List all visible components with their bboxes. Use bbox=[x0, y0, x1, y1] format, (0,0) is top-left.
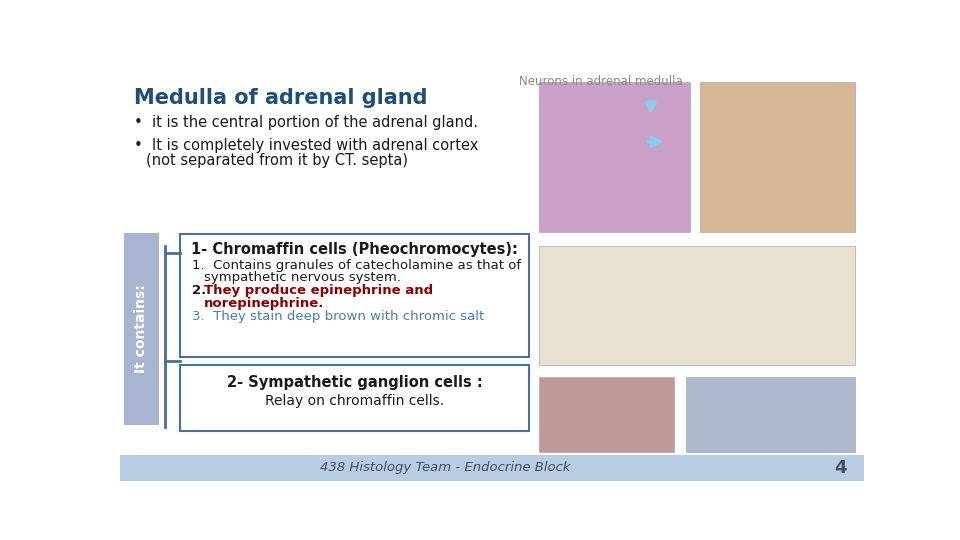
Text: 1.  Contains granules of catecholamine as that of: 1. Contains granules of catecholamine as… bbox=[192, 259, 521, 272]
FancyBboxPatch shape bbox=[180, 234, 529, 357]
FancyBboxPatch shape bbox=[685, 377, 854, 452]
FancyBboxPatch shape bbox=[539, 82, 689, 232]
Text: 1- Chromaffin cells (Pheochromocytes):: 1- Chromaffin cells (Pheochromocytes): bbox=[191, 242, 518, 257]
FancyBboxPatch shape bbox=[120, 455, 864, 481]
FancyBboxPatch shape bbox=[124, 233, 158, 425]
Text: They produce epinephrine and: They produce epinephrine and bbox=[204, 284, 433, 297]
Text: It contains:: It contains: bbox=[134, 285, 148, 373]
Text: Neurons in adrenal medulla: Neurons in adrenal medulla bbox=[518, 75, 683, 88]
Text: sympathetic nervous system.: sympathetic nervous system. bbox=[204, 271, 400, 284]
Text: Medulla of adrenal gland: Medulla of adrenal gland bbox=[134, 88, 427, 108]
Text: 4: 4 bbox=[834, 458, 847, 476]
Text: norepinephrine.: norepinephrine. bbox=[204, 296, 324, 309]
FancyBboxPatch shape bbox=[180, 365, 529, 430]
FancyBboxPatch shape bbox=[700, 82, 854, 232]
Text: 2- Sympathetic ganglion cells :: 2- Sympathetic ganglion cells : bbox=[227, 375, 483, 390]
Text: Relay on chromaffin cells.: Relay on chromaffin cells. bbox=[265, 394, 444, 408]
Text: 2.: 2. bbox=[192, 284, 206, 297]
Text: 438 Histology Team - Endocrine Block: 438 Histology Team - Endocrine Block bbox=[321, 461, 571, 474]
Text: 3.  They stain deep brown with chromic salt: 3. They stain deep brown with chromic sa… bbox=[192, 309, 485, 323]
FancyBboxPatch shape bbox=[539, 377, 674, 452]
Text: •  it is the central portion of the adrenal gland.: • it is the central portion of the adren… bbox=[134, 115, 478, 130]
Text: (not separated from it by CT. septa): (not separated from it by CT. septa) bbox=[146, 153, 408, 168]
FancyBboxPatch shape bbox=[539, 246, 854, 365]
Text: •  It is completely invested with adrenal cortex: • It is completely invested with adrenal… bbox=[134, 138, 478, 153]
